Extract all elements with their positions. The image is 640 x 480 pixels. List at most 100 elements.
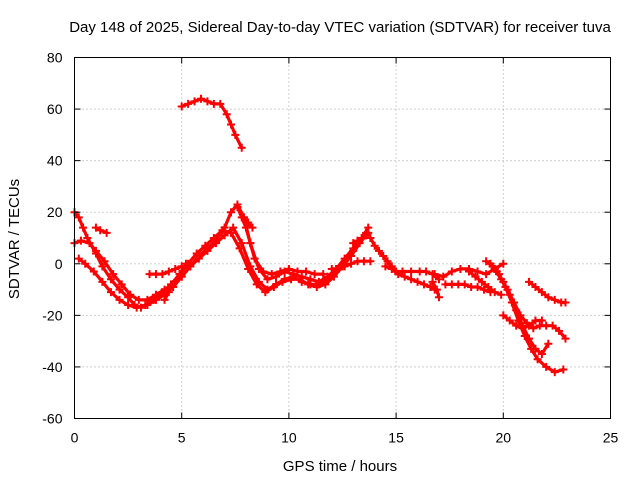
data-point-marker: [347, 259, 356, 268]
data-point-marker: [374, 246, 383, 255]
data-point-marker: [434, 293, 443, 302]
data-point-marker: [246, 239, 255, 248]
data-point-marker: [394, 270, 403, 279]
series-line-track-11: [351, 231, 370, 245]
data-point-marker: [490, 264, 499, 273]
data-point-marker: [353, 236, 362, 245]
data-point-marker: [428, 277, 437, 286]
x-tick-label: 15: [388, 430, 404, 446]
data-point-marker: [203, 246, 212, 255]
data-point-marker: [482, 257, 491, 266]
data-point-marker: [74, 254, 83, 263]
data-point-marker: [106, 275, 115, 284]
data-point-marker: [561, 298, 570, 307]
data-point-marker: [387, 264, 396, 273]
data-point-marker: [96, 226, 105, 235]
data-point-marker: [201, 241, 210, 250]
data-point-marker: [525, 321, 534, 330]
data-point-marker: [407, 275, 416, 284]
data-point-marker: [302, 267, 311, 276]
series-line-track-7: [180, 97, 244, 150]
data-point-marker: [544, 293, 553, 302]
data-point-marker: [304, 280, 313, 289]
data-point-marker: [233, 203, 242, 212]
data-point-marker: [76, 236, 85, 245]
data-point-marker: [192, 249, 201, 258]
data-point-marker: [175, 270, 184, 279]
data-traces: [70, 94, 570, 377]
data-point-marker: [194, 254, 203, 263]
data-point-marker: [124, 301, 133, 310]
data-point-marker: [244, 218, 253, 227]
data-point-marker: [550, 295, 559, 304]
data-point-marker: [497, 275, 506, 284]
data-point-marker: [190, 97, 199, 106]
data-point-marker: [171, 264, 180, 273]
data-point-marker: [261, 288, 270, 297]
data-point-marker: [220, 231, 229, 240]
y-tick-labels: -60 -40 -20 0 20 40 60 80: [42, 50, 62, 427]
data-point-marker: [216, 99, 225, 108]
data-point-marker: [229, 223, 238, 232]
y-axis-label: SDTVAR / TECUs: [6, 179, 23, 299]
data-point-marker: [79, 223, 88, 232]
data-point-marker: [529, 324, 538, 333]
data-point-marker: [227, 120, 236, 129]
data-point-marker: [293, 267, 302, 276]
data-point-marker: [259, 267, 268, 276]
series-line-track-5: [147, 264, 184, 276]
data-point-marker: [471, 272, 480, 281]
data-point-marker: [482, 270, 491, 279]
data-point-marker: [227, 208, 236, 217]
data-point-marker: [544, 339, 553, 348]
data-point-marker: [91, 246, 100, 255]
data-point-marker: [235, 244, 244, 253]
data-point-marker: [510, 298, 519, 307]
data-point-marker: [550, 368, 559, 377]
data-point-marker: [334, 264, 343, 273]
plot-frame: [74, 57, 611, 419]
data-point-marker: [83, 234, 92, 242]
data-point-marker: [134, 295, 143, 304]
data-point-marker: [340, 262, 349, 271]
data-point-marker: [559, 365, 568, 374]
data-point-marker: [132, 303, 141, 312]
data-point-marker: [117, 280, 126, 289]
data-point-marker: [106, 288, 115, 297]
data-point-marker: [499, 311, 508, 320]
data-point-marker: [432, 285, 441, 294]
data-point-marker: [164, 267, 173, 276]
data-point-marker: [227, 228, 236, 237]
data-point-marker: [531, 344, 540, 353]
series-line-track-18: [484, 259, 565, 374]
y-tick-label: -20: [42, 307, 62, 323]
data-point-marker: [252, 280, 261, 289]
data-point-marker: [542, 362, 551, 371]
data-point-marker: [85, 239, 94, 248]
y-tick-label: 0: [55, 256, 63, 272]
data-point-marker: [102, 228, 111, 237]
data-point-marker: [177, 102, 186, 111]
data-point-marker: [464, 267, 473, 276]
data-point-marker: [212, 239, 221, 248]
data-point-marker: [109, 270, 118, 279]
data-point-marker: [439, 272, 448, 281]
data-point-marker: [267, 270, 276, 279]
data-point-marker: [218, 226, 227, 235]
data-point-marker: [149, 295, 158, 304]
data-point-marker: [74, 213, 83, 222]
data-point-marker: [248, 223, 257, 232]
series-line-track-1: [72, 202, 368, 310]
data-point-marker: [357, 234, 366, 242]
data-point-marker: [537, 316, 546, 325]
data-point-marker: [196, 94, 205, 103]
data-point-marker: [295, 275, 304, 284]
data-point-marker: [486, 259, 495, 268]
data-point-marker: [169, 280, 178, 289]
data-point-marker: [312, 282, 321, 291]
data-point-marker: [400, 272, 409, 281]
y-tick-label: 80: [47, 50, 63, 66]
data-point-marker: [321, 280, 330, 289]
data-point-marker: [231, 130, 240, 139]
data-point-marker: [141, 301, 150, 310]
